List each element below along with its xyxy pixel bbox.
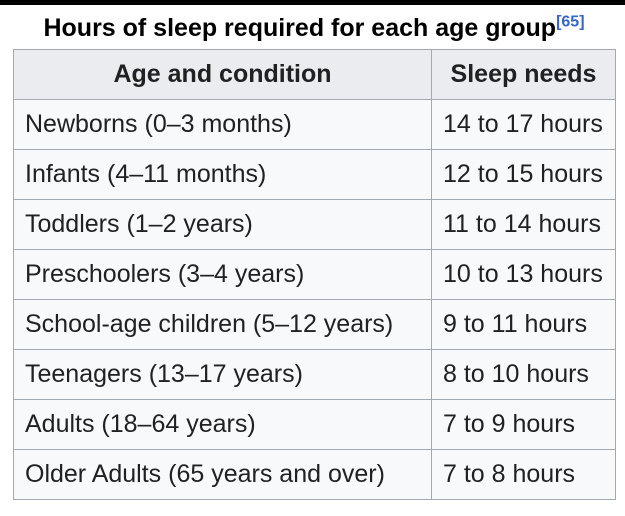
age-cell: Newborns (0–3 months) bbox=[13, 99, 432, 150]
age-cell: Adults (18–64 years) bbox=[13, 399, 432, 450]
citation-superscript: [65] bbox=[556, 14, 584, 31]
table-caption: Hours of sleep required for each age gro… bbox=[13, 13, 615, 43]
table-caption-text: Hours of sleep required for each age gro… bbox=[43, 14, 557, 42]
table-row: Teenagers (13–17 years) 8 to 10 hours bbox=[13, 349, 616, 400]
sleep-cell: 10 to 13 hours bbox=[431, 249, 616, 300]
age-cell: Teenagers (13–17 years) bbox=[13, 349, 432, 400]
age-cell: School-age children (5–12 years) bbox=[13, 299, 432, 350]
table-row: Preschoolers (3–4 years) 10 to 13 hours bbox=[13, 249, 616, 300]
sleep-needs-table: Age and condition Sleep needs Newborns (… bbox=[13, 49, 616, 500]
table-row: Adults (18–64 years) 7 to 9 hours bbox=[13, 399, 616, 450]
sleep-cell: 7 to 9 hours bbox=[431, 399, 616, 450]
table-row: Infants (4–11 months) 12 to 15 hours bbox=[13, 149, 616, 200]
header-sleep-needs: Sleep needs bbox=[431, 49, 616, 100]
sleep-cell: 12 to 15 hours bbox=[431, 149, 616, 200]
sleep-cell: 8 to 10 hours bbox=[431, 349, 616, 400]
sleep-cell: 9 to 11 hours bbox=[431, 299, 616, 350]
table-row: Newborns (0–3 months) 14 to 17 hours bbox=[13, 99, 616, 150]
header-age-and-condition: Age and condition bbox=[13, 49, 432, 100]
sleep-cell: 11 to 14 hours bbox=[431, 199, 616, 250]
table-row: School-age children (5–12 years) 9 to 11… bbox=[13, 299, 616, 350]
header-row: Age and condition Sleep needs bbox=[13, 49, 616, 100]
age-cell: Preschoolers (3–4 years) bbox=[13, 249, 432, 300]
citation-link[interactable]: [65] bbox=[556, 13, 585, 31]
sleep-cell: 7 to 8 hours bbox=[431, 449, 616, 500]
age-cell: Older Adults (65 years and over) bbox=[13, 449, 432, 500]
table-row: Older Adults (65 years and over) 7 to 8 … bbox=[13, 449, 616, 500]
age-cell: Toddlers (1–2 years) bbox=[13, 199, 432, 250]
sleep-cell: 14 to 17 hours bbox=[431, 99, 616, 150]
table-row: Toddlers (1–2 years) 11 to 14 hours bbox=[13, 199, 616, 250]
age-cell: Infants (4–11 months) bbox=[13, 149, 432, 200]
screenshot-top-edge bbox=[0, 0, 625, 5]
